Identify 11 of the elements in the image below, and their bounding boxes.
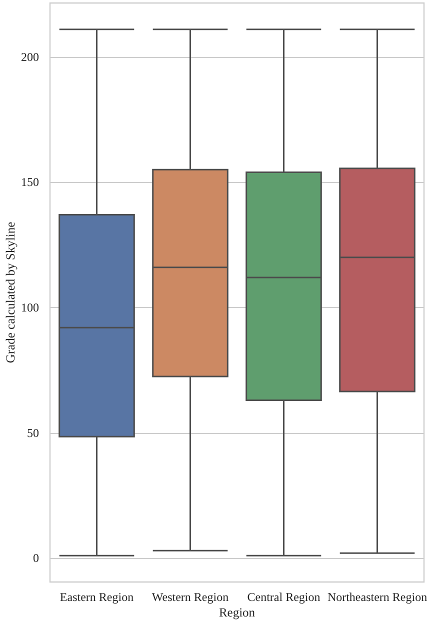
x-axis-title: Region [218, 606, 256, 620]
y-tick-label: 150 [21, 175, 39, 190]
y-tick-label: 200 [21, 50, 39, 64]
x-tick-label: Western Region [152, 590, 229, 604]
x-tick-label: Northeastern Region [327, 590, 428, 604]
y-tick-label: 50 [27, 426, 39, 440]
x-tick-label: Central Region [247, 590, 320, 604]
y-axis-title: Grade calculated by Skyline [4, 221, 18, 364]
y-tick-label: 100 [21, 300, 39, 315]
y-tick-label: 0 [33, 551, 39, 566]
x-tick-label: Eastern Region [60, 590, 134, 604]
